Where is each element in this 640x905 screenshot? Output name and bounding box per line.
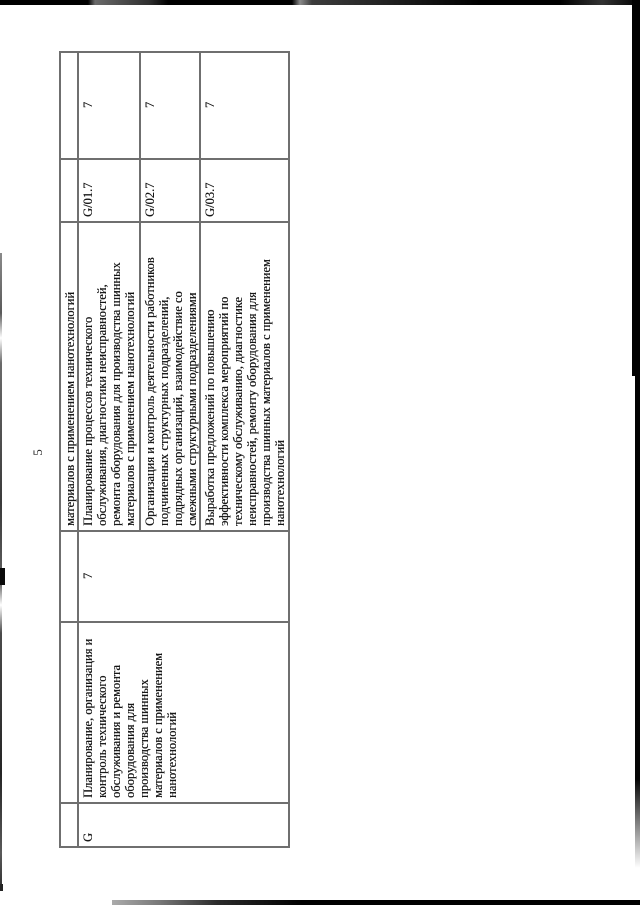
- cell-labor-function-code-2: G/02.7: [140, 159, 200, 222]
- cell-empty: [60, 531, 78, 622]
- cell-labor-function-name-3: Выработка предложений по повышению эффек…: [200, 222, 289, 531]
- scan-artifact-right-edge-upper: [632, 0, 640, 376]
- table-row-labor-function-1: G Планирование, организация и контроль т…: [78, 52, 289, 847]
- cell-labor-function-level-1: 7: [78, 52, 140, 159]
- cell-labor-function-level-2: 7: [140, 52, 200, 159]
- scan-artifact-right-edge-lower: [635, 376, 640, 868]
- cell-empty: [60, 803, 78, 847]
- cell-empty: [60, 622, 78, 803]
- cell-labor-function-code-3: G/03.7: [200, 159, 289, 222]
- cell-generalized-code: G: [78, 803, 289, 847]
- page-number: 5: [30, 449, 45, 456]
- scan-artifact-left-bottom-mark: [0, 884, 3, 891]
- cell-generalized-name: Планирование, организация и контроль тех…: [78, 622, 289, 803]
- cell-labor-function-name-1: Планирование процессов технического обсл…: [78, 222, 140, 531]
- cell-generalized-level: 7: [78, 531, 289, 622]
- scan-artifact-top-edge: [0, 0, 640, 5]
- cell-labor-function-level-3: 7: [200, 52, 289, 159]
- cell-labor-function-code-1: G/01.7: [78, 159, 140, 222]
- cell-continuation-name-fragment: материалов с применением нанотехнологий: [60, 222, 78, 531]
- cell-labor-function-name-2: Организация и контроль деятельности рабо…: [140, 222, 200, 531]
- scan-artifact-bottom-edge: [112, 900, 640, 905]
- scan-artifact-left-dash: [0, 568, 5, 585]
- table-row-continuation: материалов с применением нанотехнологий: [60, 52, 78, 847]
- labor-functions-table: материалов с применением нанотехнологий …: [59, 51, 290, 848]
- cell-empty: [60, 52, 78, 159]
- cell-empty: [60, 159, 78, 222]
